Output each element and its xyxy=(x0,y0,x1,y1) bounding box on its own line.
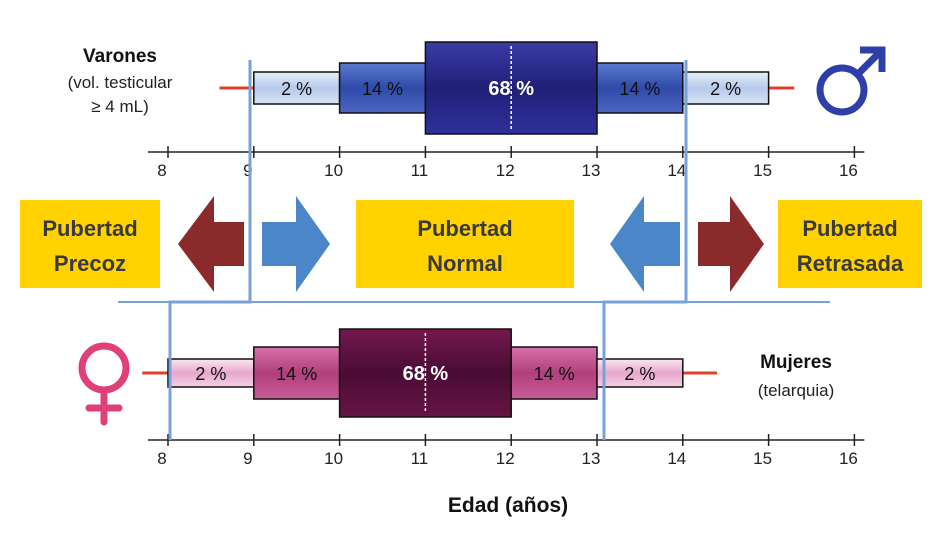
male-chart: 2 % 14 % 68 % 14 % 2 % 8 9 10 11 12 13 14 15 16 xyxy=(148,41,865,180)
female-tick-label-14: 14 xyxy=(667,449,686,468)
arrow-left-red-icon xyxy=(178,196,244,292)
male-tick-label-12: 12 xyxy=(496,161,515,180)
x-axis-label: Edad (años) xyxy=(448,494,568,517)
female-chart: 2 % 14 % 68 % 14 % 2 % 8 9 10 11 12 13 14 15 16 xyxy=(142,328,865,468)
male-title: Varones xyxy=(83,46,157,67)
male-segment-label-1: 14 % xyxy=(362,79,403,99)
male-segment-1 xyxy=(338,62,427,114)
box-retrasada-line2: Retrasada xyxy=(797,251,904,276)
male-tick-label-16: 16 xyxy=(839,161,858,180)
male-tick-label-11: 11 xyxy=(411,161,429,180)
male-symbol-icon xyxy=(816,46,886,116)
female-tick-label-15: 15 xyxy=(753,449,772,468)
female-segment-label-0: 2 % xyxy=(195,364,226,384)
female-segment-label-3: 14 % xyxy=(534,364,575,384)
male-segment-label-3: 14 % xyxy=(619,79,660,99)
female-segment-1 xyxy=(253,346,341,400)
male-subtitle-1: (vol. testicular xyxy=(68,73,173,92)
guide-lines xyxy=(168,60,688,440)
box-precoz-line2: Precoz xyxy=(54,251,126,276)
female-title: Mujeres xyxy=(760,352,832,373)
box-retrasada-line1: Pubertad xyxy=(802,216,897,241)
male-tick-label-10: 10 xyxy=(324,161,343,180)
female-tick-label-16: 16 xyxy=(839,449,858,468)
arrow-left-blue-icon xyxy=(610,196,680,292)
box-precoz-line1: Pubertad xyxy=(42,216,137,241)
male-segment-label-2: 68 % xyxy=(488,78,534,100)
male-segment-label-0: 2 % xyxy=(281,79,312,99)
male-tick-label-14: 14 xyxy=(667,161,686,180)
male-tick-label-9: 9 xyxy=(243,161,252,180)
box-normal-line1: Pubertad xyxy=(417,216,512,241)
male-tick-label-15: 15 xyxy=(753,161,772,180)
female-segment-4 xyxy=(596,358,684,388)
arrow-right-red-icon xyxy=(698,196,764,292)
male-segment-label-4: 2 % xyxy=(710,79,741,99)
box-normal-line2: Normal xyxy=(427,251,503,276)
male-segment-4 xyxy=(682,71,770,105)
female-segment-label-2: 68 % xyxy=(403,363,449,385)
female-symbol-icon xyxy=(78,342,130,426)
female-tick-label-9: 9 xyxy=(243,449,252,468)
female-tick-label-8: 8 xyxy=(157,449,166,468)
male-subtitle-2: ≥ 4 mL) xyxy=(91,97,149,116)
female-tick-label-10: 10 xyxy=(324,449,343,468)
box-precoz: Pubertad Precoz xyxy=(20,200,160,288)
female-segment-label-1: 14 % xyxy=(276,364,317,384)
female-tick-label-13: 13 xyxy=(582,449,601,468)
female-subtitle: (telarquia) xyxy=(758,381,835,400)
male-tick-label-8: 8 xyxy=(157,161,166,180)
male-tick-label-13: 13 xyxy=(582,161,601,180)
female-tick-label-12: 12 xyxy=(496,449,515,468)
female-segment-label-4: 2 % xyxy=(624,364,655,384)
arrow-right-blue-icon xyxy=(262,196,330,292)
box-normal: Pubertad Normal xyxy=(356,200,574,288)
female-segment-0 xyxy=(167,358,255,388)
male-segment-3 xyxy=(596,62,684,114)
box-retrasada: Pubertad Retrasada xyxy=(778,200,922,288)
female-tick-label-11: 11 xyxy=(411,449,429,468)
